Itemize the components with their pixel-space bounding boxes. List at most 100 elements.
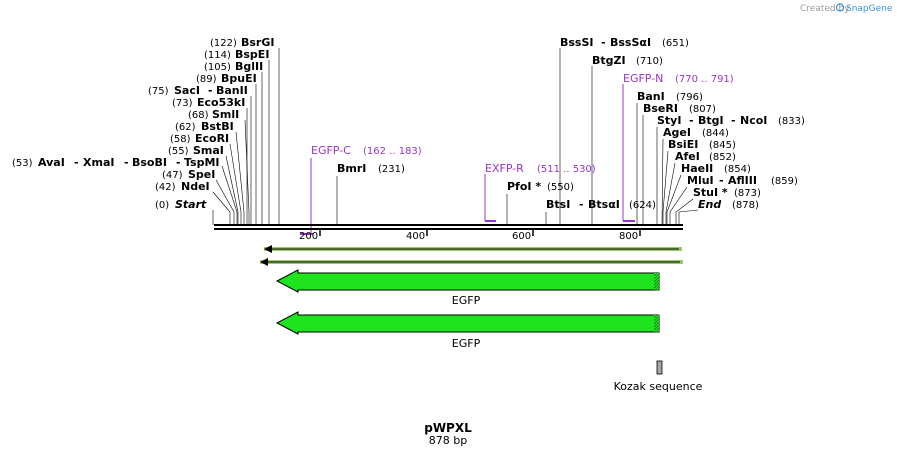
snapgene-watermark: Created by SnapGene bbox=[800, 3, 893, 14]
site-name: EcoRI bbox=[195, 132, 229, 145]
site-bglii[interactable]: (105) BglII bbox=[204, 60, 263, 73]
orf-arrow-1[interactable] bbox=[264, 245, 682, 253]
primer-egfp-n[interactable]: EGFP-N (770 .. 791) bbox=[622, 72, 734, 222]
site-position: (73) bbox=[172, 98, 193, 109]
middle-site-connectors bbox=[336, 48, 593, 225]
site-name: BtsI bbox=[546, 198, 570, 211]
primer-egfp-c[interactable]: EGFP-C (162 .. 183) bbox=[300, 144, 422, 235]
site-bani[interactable]: BanI (796) bbox=[637, 90, 703, 103]
site-smai[interactable]: (55) SmaI bbox=[168, 144, 224, 157]
site-bseri[interactable]: BseRI (807) bbox=[643, 102, 716, 115]
site-btgzi[interactable]: BtgZI (710) bbox=[592, 54, 663, 67]
site-position: (55) bbox=[168, 146, 189, 157]
site-name: BsiEI bbox=[668, 138, 698, 151]
primer-name: EXFP-R bbox=[485, 162, 524, 175]
site-position: (68) bbox=[188, 110, 209, 121]
site-position: (624) bbox=[629, 200, 656, 211]
snapgene-logo-icon bbox=[835, 3, 845, 12]
primer-range: (162 .. 183) bbox=[363, 146, 422, 157]
feature-egfp-1[interactable]: EGFP bbox=[275, 269, 660, 307]
middle-site-labels: BmrI (231) PfoI * (550) BtsI - BtsαI (62… bbox=[337, 36, 689, 211]
site-bsiei[interactable]: BsiEI (845) bbox=[668, 138, 736, 151]
site-ndei[interactable]: (42) NdeI bbox=[155, 180, 210, 193]
site-name: MluI bbox=[687, 174, 714, 187]
orf-arrow-2[interactable] bbox=[260, 258, 683, 266]
site-separator: - bbox=[689, 114, 694, 127]
site-separator: - bbox=[601, 36, 606, 49]
site-name: Start bbox=[175, 198, 207, 211]
site-saci-banii[interactable]: (75) SacI - BanII bbox=[148, 84, 248, 97]
site-name: SacI bbox=[174, 84, 200, 97]
site-name: BglII bbox=[235, 60, 263, 73]
site-name: BseRI bbox=[643, 102, 678, 115]
left-site-connectors bbox=[212, 48, 280, 225]
site-avai-xmai-bsobi-tspmi[interactable]: (53) AvaI - XmaI - BsoBI - TspMI bbox=[12, 156, 220, 169]
site-eco53ki[interactable]: (73) Eco53kI bbox=[172, 96, 245, 109]
site-haeii[interactable]: HaeII (854) bbox=[681, 162, 751, 175]
site-position: (844) bbox=[702, 128, 729, 139]
site-name: BtsαI bbox=[588, 198, 620, 211]
site-position: (0) bbox=[155, 200, 169, 211]
site-separator: - bbox=[74, 156, 79, 169]
site-position: (42) bbox=[155, 182, 176, 193]
site-smli[interactable]: (68) SmlI bbox=[188, 108, 239, 121]
dna-backbone bbox=[214, 224, 683, 230]
site-position: (859) bbox=[771, 176, 798, 187]
site-position: (114) bbox=[204, 50, 231, 61]
site-name: TspMI bbox=[184, 156, 220, 169]
site-position: (47) bbox=[162, 170, 183, 181]
site-name: SpeI bbox=[188, 168, 215, 181]
site-pfoi[interactable]: PfoI * (550) bbox=[507, 180, 574, 193]
primer-name: EGFP-C bbox=[311, 144, 351, 157]
site-end[interactable]: End (878) bbox=[698, 198, 759, 211]
ruler: 200 400 600 800 bbox=[299, 229, 641, 242]
site-position: (105) bbox=[204, 62, 231, 73]
site-start[interactable]: (0) Start bbox=[155, 198, 207, 211]
site-name: NcoI bbox=[740, 114, 767, 127]
construct-length: 878 bp bbox=[429, 434, 467, 447]
site-position: (122) bbox=[210, 38, 237, 49]
primer-exfp-r[interactable]: EXFP-R (511 .. 530) bbox=[484, 162, 596, 222]
feature-arrow bbox=[275, 311, 660, 335]
site-name: AfeI bbox=[675, 150, 700, 163]
primer-range: (511 .. 530) bbox=[537, 164, 596, 175]
site-position: (833) bbox=[778, 116, 805, 127]
site-position: (873) bbox=[734, 188, 761, 199]
site-btsi-btsai[interactable]: BtsI - BtsαI (624) bbox=[546, 198, 656, 211]
site-name: SmlI bbox=[212, 108, 239, 121]
site-bsrgi[interactable]: (122) BsrGI bbox=[210, 36, 274, 49]
site-styi-btgi-ncoi[interactable]: StyI - BtgI - NcoI (833) bbox=[657, 114, 805, 127]
site-spei[interactable]: (47) SpeI bbox=[162, 168, 215, 181]
site-agei[interactable]: AgeI (844) bbox=[663, 126, 729, 139]
feature-kozak[interactable]: Kozak sequence bbox=[614, 360, 703, 393]
site-mlui-afliii[interactable]: MluI - AflIII (859) bbox=[687, 174, 798, 187]
site-name: BanI bbox=[637, 90, 665, 103]
site-separator: - bbox=[579, 198, 584, 211]
site-stui[interactable]: StuI * (873) bbox=[693, 186, 761, 199]
site-bpuei[interactable]: (89) BpuEI bbox=[196, 72, 257, 85]
ruler-label: 600 bbox=[512, 231, 531, 242]
site-position: (53) bbox=[12, 158, 33, 169]
feature-box bbox=[656, 360, 663, 375]
site-name: AvaI bbox=[38, 156, 65, 169]
site-separator: - bbox=[208, 84, 213, 97]
site-afei[interactable]: AfeI (852) bbox=[675, 150, 736, 163]
site-name: BtgZI bbox=[592, 54, 626, 67]
site-bmri[interactable]: BmrI (231) bbox=[337, 162, 405, 175]
site-position: (89) bbox=[196, 74, 217, 85]
site-name: BanII bbox=[216, 84, 248, 97]
site-bstbi[interactable]: (62) BstBI bbox=[175, 120, 234, 133]
construct-title: pWPXL 878 bp bbox=[424, 421, 472, 447]
site-bspei[interactable]: (114) BspEI bbox=[204, 48, 269, 61]
site-position: (845) bbox=[709, 140, 736, 151]
construct-name: pWPXL bbox=[424, 421, 472, 435]
site-separator: - bbox=[124, 156, 129, 169]
site-bsssi-bsssai[interactable]: BssSI - BssSαI (651) bbox=[560, 36, 689, 49]
feature-arrow bbox=[275, 269, 660, 293]
site-name: BssSαI bbox=[610, 36, 651, 49]
site-ecori[interactable]: (58) EcoRI bbox=[170, 132, 229, 145]
arrowhead-left-icon bbox=[260, 258, 268, 266]
feature-egfp-2[interactable]: EGFP bbox=[275, 311, 660, 350]
site-name: Eco53kI bbox=[197, 96, 245, 109]
